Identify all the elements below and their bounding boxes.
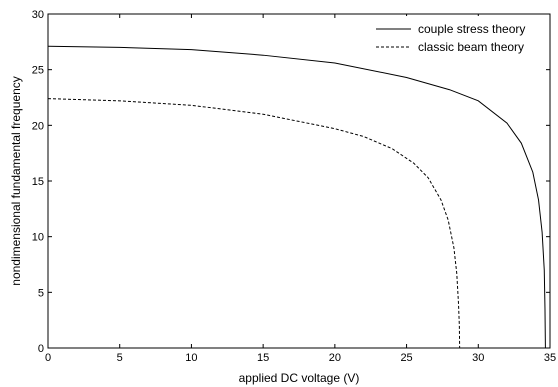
x-tick-label: 15 — [257, 352, 269, 364]
y-tick-label: 15 — [32, 176, 44, 188]
ticks-layer: 0 5 10 15 20 25 30 35 0 5 10 15 20 25 30 — [32, 9, 556, 364]
legend-label-classic-beam: classic beam theory — [418, 40, 524, 54]
series-line-classic-beam-theory — [47, 98, 461, 349]
legend-label-couple-stress: couple stress theory — [418, 22, 525, 36]
legend-box — [370, 16, 548, 60]
legend: couple stress theory classic beam theory — [370, 16, 548, 60]
x-tick-label: 30 — [472, 352, 484, 364]
y-tick-label: 0 — [38, 343, 44, 355]
x-axis-label: applied DC voltage (V) — [239, 371, 360, 385]
x-tick-label: 20 — [329, 352, 341, 364]
y-tick-label: 20 — [32, 120, 44, 132]
x-tick-label: 25 — [400, 352, 412, 364]
y-tick-label: 5 — [38, 287, 44, 299]
y-tick-label: 30 — [32, 9, 44, 21]
series-layer — [47, 45, 546, 349]
series-line-couple-stress-theory — [47, 45, 546, 349]
y-tick-label: 10 — [32, 232, 44, 244]
plot-frame — [47, 13, 551, 349]
x-tick-label: 0 — [45, 352, 51, 364]
x-tick-label: 5 — [117, 352, 123, 364]
y-axis-label: nondimensional fundamental frequency — [9, 76, 23, 285]
x-tick-label: 10 — [185, 352, 197, 364]
y-tick-label: 25 — [32, 65, 44, 77]
x-tick-label: 35 — [544, 352, 556, 364]
